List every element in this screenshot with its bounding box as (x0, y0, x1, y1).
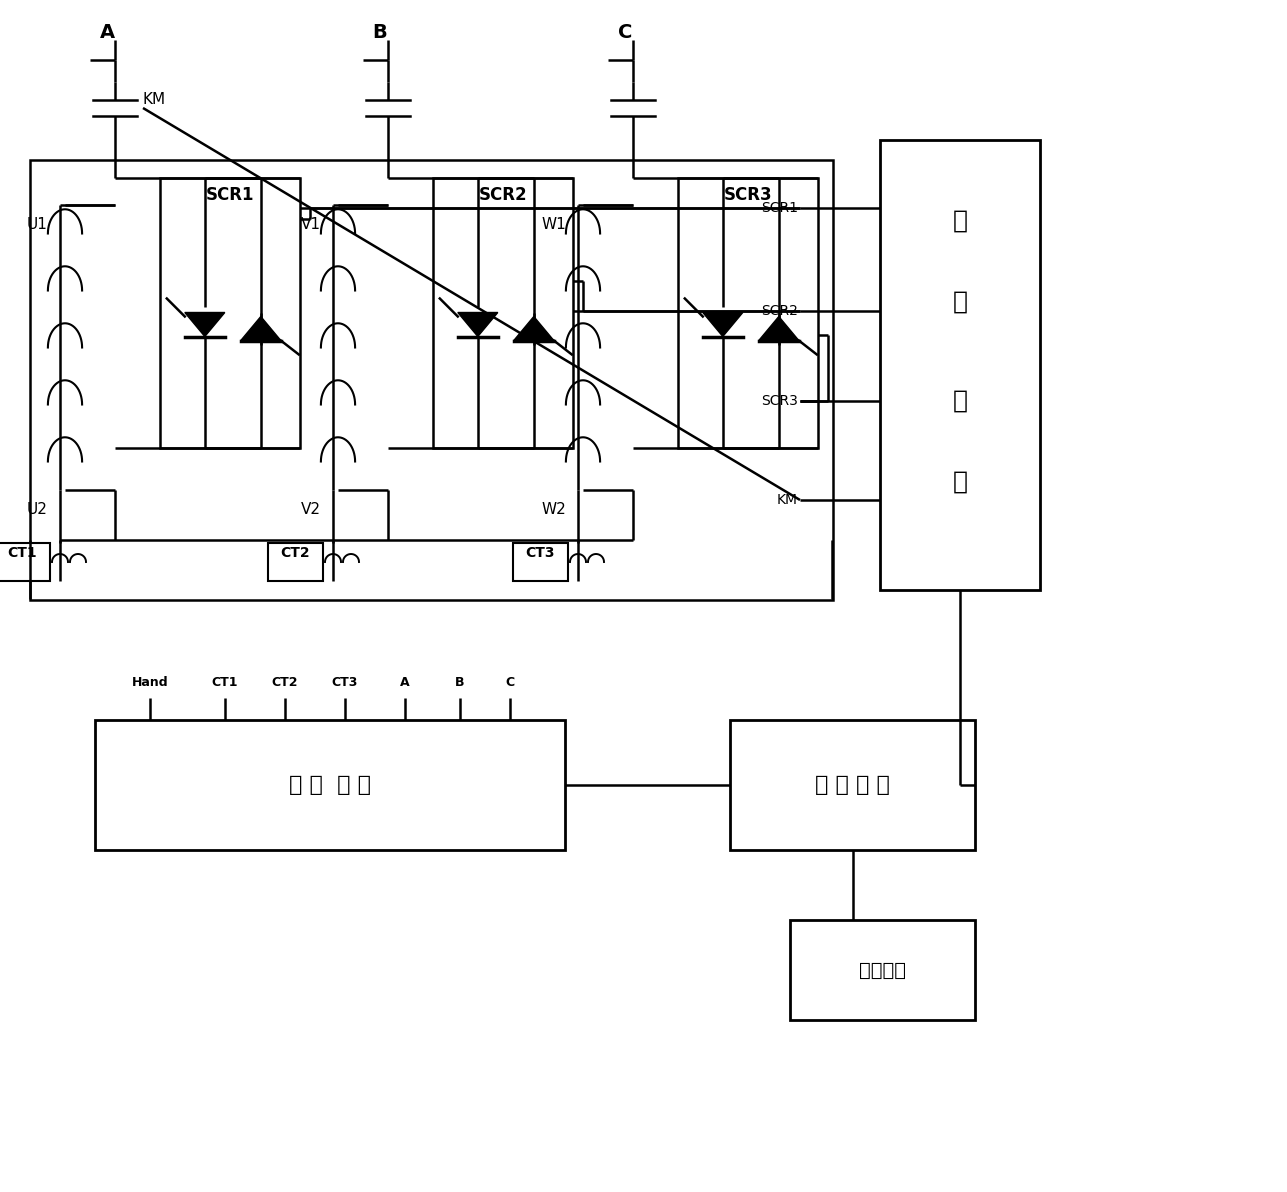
Polygon shape (703, 312, 743, 336)
Bar (790, 920, 976, 1020)
Bar (160, 178, 300, 448)
Bar (730, 720, 976, 850)
Bar (678, 178, 819, 448)
Text: SCR2: SCR2 (479, 186, 528, 204)
Text: B: B (373, 23, 387, 42)
Text: V1: V1 (301, 217, 320, 232)
Text: 人机界面: 人机界面 (858, 961, 906, 980)
Text: 元: 元 (952, 470, 968, 493)
Bar (0, 544, 50, 581)
Text: 动: 动 (952, 290, 968, 313)
Text: CT3: CT3 (526, 546, 555, 560)
Text: SCR3: SCR3 (723, 186, 772, 204)
Text: CT1: CT1 (8, 546, 37, 560)
Text: CT2: CT2 (272, 676, 299, 689)
Text: CT2: CT2 (281, 546, 310, 560)
Text: B: B (456, 676, 465, 689)
Text: A: A (400, 676, 409, 689)
Text: C: C (506, 676, 515, 689)
Text: SCR1: SCR1 (206, 186, 255, 204)
Text: SCR2: SCR2 (761, 304, 798, 318)
Text: W1: W1 (542, 217, 566, 232)
Text: U1: U1 (27, 217, 48, 232)
Bar (30, 160, 833, 600)
Bar (268, 544, 323, 581)
Text: Hand: Hand (131, 676, 169, 689)
Polygon shape (458, 312, 498, 336)
Polygon shape (185, 312, 225, 336)
Polygon shape (241, 317, 281, 341)
Text: 单: 单 (952, 389, 968, 412)
Text: A: A (99, 23, 115, 42)
Text: SCR3: SCR3 (761, 395, 798, 408)
Text: SCR1: SCR1 (761, 200, 798, 215)
Text: KM: KM (143, 93, 166, 107)
Text: CT3: CT3 (332, 676, 358, 689)
Text: 驱: 驱 (952, 209, 968, 232)
Text: 主 控 单 元: 主 控 单 元 (815, 775, 889, 795)
Text: C: C (618, 23, 632, 42)
Text: U2: U2 (27, 502, 48, 517)
Text: V2: V2 (301, 502, 320, 517)
Bar (432, 178, 573, 448)
Text: CT1: CT1 (212, 676, 238, 689)
Text: KM: KM (777, 493, 798, 507)
Polygon shape (759, 317, 799, 341)
Bar (880, 139, 1040, 590)
Polygon shape (514, 317, 553, 341)
Text: 检 测  单 元: 检 测 单 元 (290, 775, 371, 795)
Bar (514, 544, 568, 581)
Bar (95, 720, 565, 850)
Text: W2: W2 (542, 502, 566, 517)
